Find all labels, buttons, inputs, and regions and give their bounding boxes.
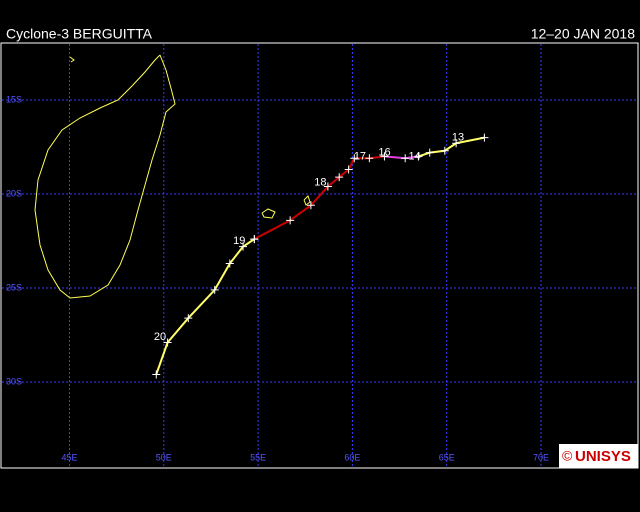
track-point	[250, 235, 259, 244]
track-point	[335, 173, 344, 182]
lon-label: 45E	[61, 452, 77, 462]
track-point	[286, 216, 295, 225]
day-label: 19	[233, 235, 245, 247]
track-point	[210, 285, 219, 294]
madagascar	[34, 54, 176, 299]
track-point	[306, 201, 315, 210]
lat-label: 25S	[6, 282, 22, 292]
day-label: 20	[154, 331, 166, 343]
track-point	[184, 314, 193, 323]
lat-label: 30S	[6, 376, 22, 386]
track-point	[350, 154, 359, 163]
lon-label: 60E	[344, 452, 360, 462]
track-point	[239, 242, 248, 251]
track-point	[152, 370, 161, 379]
day-label: 18	[314, 177, 326, 189]
track-point	[414, 152, 423, 161]
grid: 45E 50E 55E 60E 65E 70E 15S 20S 25S 30S	[2, 44, 637, 467]
track-point	[323, 182, 332, 191]
day-label: 13	[452, 132, 464, 144]
day-label: 17	[354, 150, 366, 162]
day-label: 14	[409, 150, 421, 162]
logo-box	[559, 444, 638, 468]
lon-label: 65E	[439, 452, 455, 462]
track: 13 14 16 17 18 19 20	[152, 132, 489, 379]
lon-label: 55E	[250, 452, 266, 462]
mauritius	[303, 195, 311, 206]
date-range: 12–20 JAN 2018	[531, 26, 636, 42]
reunion	[261, 208, 276, 219]
map-frame	[0, 42, 639, 469]
track-point	[344, 165, 353, 174]
logo-name: UNISYS	[575, 448, 631, 465]
coastline	[34, 54, 311, 299]
lon-label: 70E	[533, 452, 549, 462]
track-point	[380, 152, 389, 161]
lon-label: 50E	[156, 452, 172, 462]
track-point	[452, 139, 461, 148]
lat-label: 15S	[6, 94, 22, 104]
comoros	[69, 56, 75, 63]
day-label: 16	[378, 147, 390, 159]
track-point	[425, 148, 434, 157]
track-point	[480, 133, 489, 142]
track-point	[163, 338, 172, 347]
track-point	[440, 146, 449, 155]
title: Cyclone-3 BERGUITTA	[6, 26, 153, 42]
track-point	[365, 154, 374, 163]
lat-label: 20S	[6, 188, 22, 198]
track-point	[401, 154, 410, 163]
track-point	[225, 259, 234, 268]
logo-copyright: ©	[562, 448, 573, 464]
